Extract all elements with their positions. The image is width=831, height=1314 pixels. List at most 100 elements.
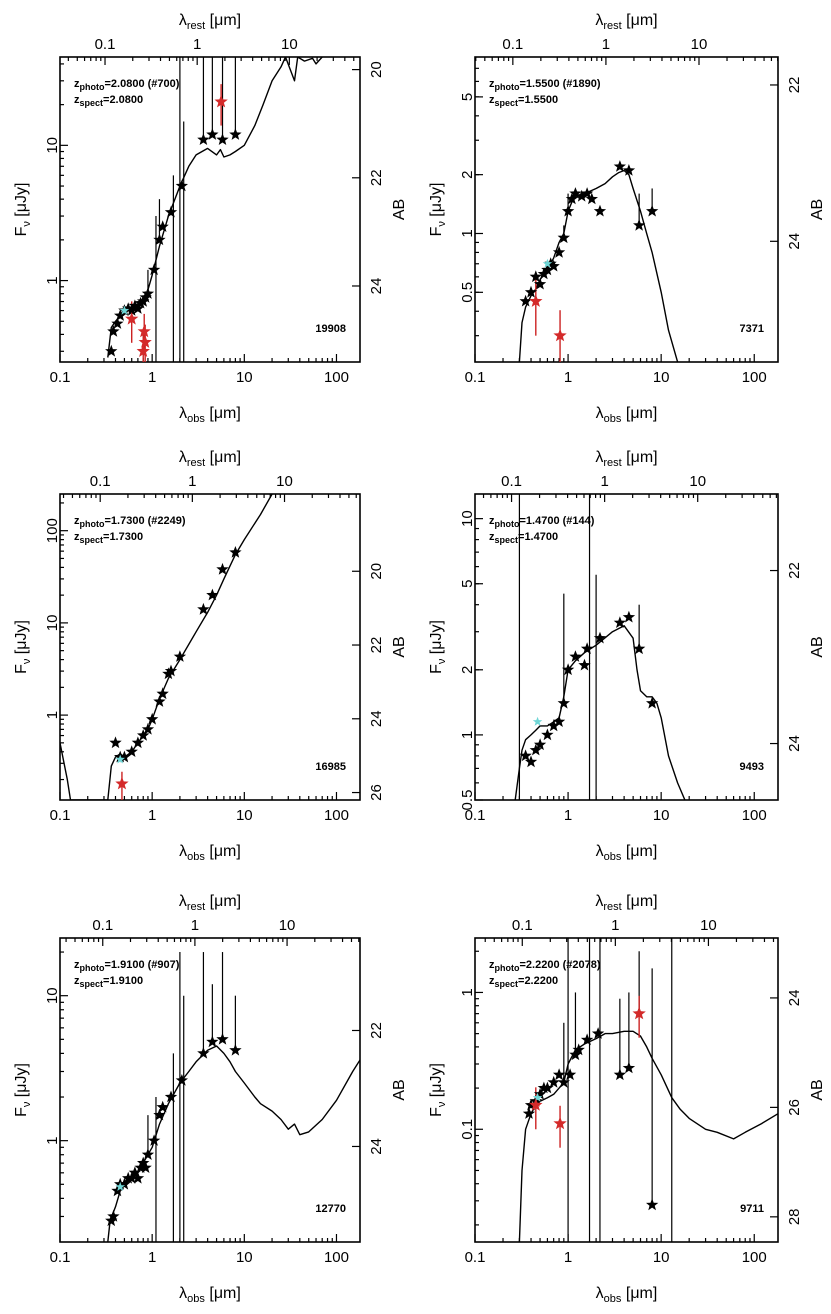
z-subscript: photo bbox=[495, 82, 520, 92]
photometry-point bbox=[156, 687, 169, 700]
top-axis-label: λrest [μm] bbox=[595, 893, 657, 913]
y-tick-label: 5 bbox=[459, 93, 476, 101]
top-axis-label-symbol: λ bbox=[179, 12, 187, 29]
photometry-point bbox=[580, 642, 594, 655]
y-axis-label: Fν [μJy] bbox=[428, 183, 448, 237]
ab-tick-label: 24 bbox=[368, 710, 385, 727]
z-subscript: spect bbox=[495, 98, 519, 108]
ab-tick-label: 24 bbox=[786, 990, 803, 1007]
x-axis-label: λobs [μm] bbox=[596, 1285, 658, 1305]
z-symbol: z bbox=[74, 515, 80, 527]
ab-axis-label: AB bbox=[391, 1079, 408, 1100]
z-subscript: photo bbox=[495, 963, 520, 973]
y-tick-label: 1 bbox=[459, 229, 476, 237]
z-photo-annotation: zphoto=2.0800 (#700) bbox=[74, 78, 180, 92]
x-axis-label-unit: [μm] bbox=[205, 843, 241, 860]
photometry-point bbox=[137, 1156, 150, 1169]
z-photo-value: =1.7300 (#2249) bbox=[105, 515, 186, 527]
y-tick-label: 2 bbox=[459, 170, 476, 178]
x-tick-label: 0.1 bbox=[465, 1249, 486, 1266]
photometry-point bbox=[533, 1087, 547, 1100]
x-axis-label-subscript: obs bbox=[187, 851, 205, 863]
photometry-point bbox=[563, 1068, 577, 1081]
red-point bbox=[136, 344, 150, 357]
x-axis-label-subscript: obs bbox=[187, 1293, 205, 1305]
plot-area bbox=[105, 952, 360, 1242]
x-axis-label: λobs [μm] bbox=[179, 405, 241, 425]
photometry-point bbox=[153, 695, 166, 707]
plot-area bbox=[60, 494, 273, 800]
z-spect-value: =1.7300 bbox=[103, 531, 143, 543]
x-axis-label-symbol: λ bbox=[596, 1285, 604, 1302]
photometry-point bbox=[561, 204, 575, 217]
y-axis-label-symbol: F bbox=[13, 664, 30, 674]
photometry-point bbox=[552, 1068, 566, 1081]
top-axis-label-symbol: λ bbox=[179, 893, 187, 910]
z-photo-annotation: zphoto=1.5500 (#1890) bbox=[489, 78, 601, 92]
y-axis-label-unit: [μJy] bbox=[13, 183, 30, 222]
x-axis-label: λobs [μm] bbox=[596, 843, 658, 863]
photometry-point bbox=[585, 192, 598, 205]
z-spect-value: =1.4700 bbox=[518, 531, 558, 543]
y-axis-label-subscript: ν bbox=[436, 658, 448, 664]
y-axis-label: Fν [μJy] bbox=[13, 620, 33, 674]
ab-tick-label: 24 bbox=[786, 735, 803, 752]
ab-axis-label: AB bbox=[391, 199, 408, 220]
photometry-point bbox=[141, 722, 155, 735]
z-symbol: z bbox=[74, 94, 80, 106]
photometry-point bbox=[519, 749, 532, 762]
photometry-point bbox=[197, 133, 210, 145]
photometry-point bbox=[131, 736, 145, 749]
red-point bbox=[115, 776, 129, 790]
x-tick-label: 1 bbox=[148, 369, 156, 386]
plot-frame bbox=[474, 493, 779, 801]
top-axis-label-unit: [μm] bbox=[205, 893, 241, 910]
red-point bbox=[138, 335, 152, 348]
x-tick-label: 100 bbox=[742, 807, 767, 824]
x-tick-label: 10 bbox=[653, 1249, 670, 1266]
model-sed-line bbox=[518, 169, 679, 362]
photometry-point bbox=[541, 263, 554, 276]
plot-frame bbox=[59, 493, 361, 801]
z-subscript: photo bbox=[80, 519, 105, 529]
x-axis-label-unit: [μm] bbox=[621, 405, 657, 422]
ab-tick-label: 22 bbox=[786, 562, 803, 579]
top-tick-label: 10 bbox=[691, 36, 708, 53]
photometry-point bbox=[593, 204, 607, 217]
x-tick-label: 100 bbox=[324, 369, 349, 386]
top-tick-label: 0.1 bbox=[512, 917, 533, 934]
z-spect-annotation: zspect=1.9100 bbox=[74, 975, 143, 989]
photometry-point bbox=[537, 267, 551, 280]
photometry-point bbox=[557, 231, 570, 244]
x-tick-label: 1 bbox=[148, 807, 156, 824]
z-symbol: z bbox=[489, 975, 495, 987]
photometry-point bbox=[561, 663, 575, 676]
x-tick-label: 100 bbox=[324, 807, 349, 824]
photometry-point bbox=[147, 263, 161, 276]
top-tick-label: 1 bbox=[611, 917, 619, 934]
y-axis-label-subscript: ν bbox=[21, 658, 33, 664]
z-photo-value: =2.2200 (#2078) bbox=[520, 959, 601, 971]
ab-tick-label: 22 bbox=[368, 637, 385, 654]
y-axis-label-symbol: F bbox=[428, 664, 445, 674]
x-axis-label: λobs [μm] bbox=[596, 405, 658, 425]
ab-axis-label: AB bbox=[809, 636, 826, 657]
photometry-point bbox=[569, 650, 582, 662]
photometry-point bbox=[547, 259, 560, 272]
x-axis-label: λobs [μm] bbox=[179, 1285, 241, 1305]
cyan-point bbox=[532, 716, 543, 726]
photometry-point bbox=[557, 1075, 570, 1088]
photometry-point bbox=[206, 588, 219, 601]
x-tick-label: 10 bbox=[236, 807, 253, 824]
z-photo-annotation: zphoto=1.9100 (#907) bbox=[74, 959, 180, 973]
z-symbol: z bbox=[489, 78, 495, 90]
x-axis-label-subscript: obs bbox=[604, 413, 622, 425]
photometry-point bbox=[216, 1032, 229, 1045]
ab-tick-label: 26 bbox=[786, 1099, 803, 1116]
z-symbol: z bbox=[74, 959, 80, 971]
x-axis-label-unit: [μm] bbox=[205, 405, 241, 422]
top-axis-label: λrest [μm] bbox=[179, 12, 241, 32]
